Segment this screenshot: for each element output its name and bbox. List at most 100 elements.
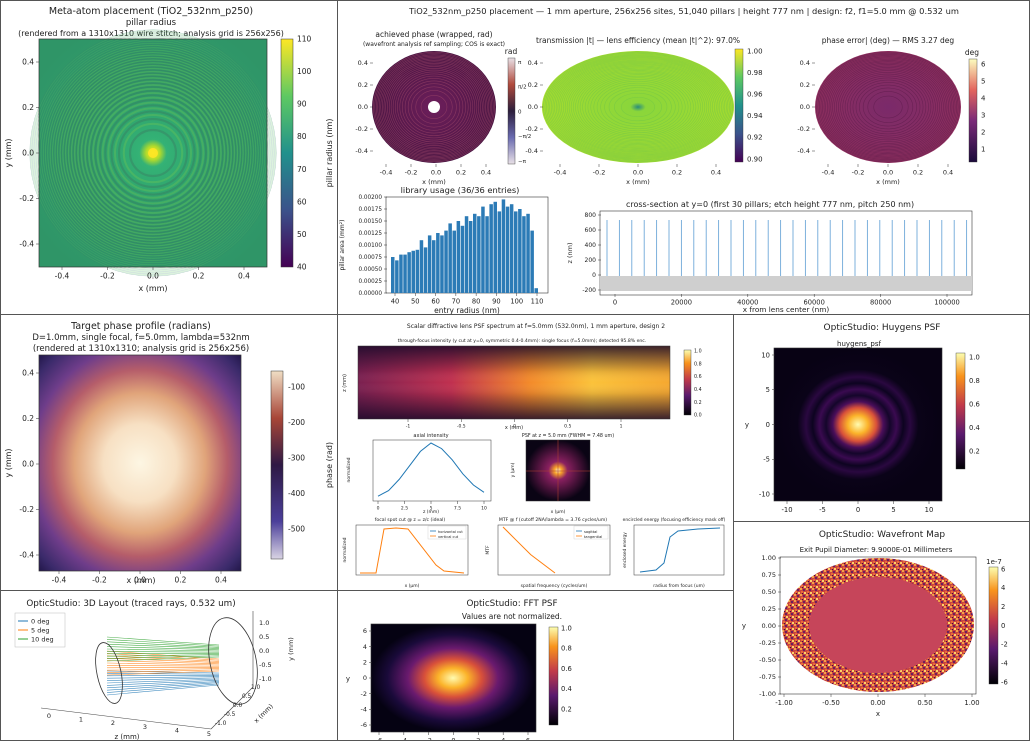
x-tick: 0.5 — [242, 694, 252, 700]
x-tick: 1 — [620, 424, 623, 430]
y-tick: 0.00000 — [358, 291, 382, 297]
hist-bar — [526, 213, 530, 293]
z-tick: 4 — [175, 726, 179, 734]
p4-spot-title: focal spot cut @ z = z/c (ideal) — [375, 517, 446, 523]
hist-bar — [522, 216, 526, 293]
hist-bar — [415, 249, 420, 293]
p3-cblabel: phase (rad) — [325, 442, 334, 488]
p1-xticks: -0.4 -0.2 0.0 0.2 0.4 — [55, 267, 250, 281]
y-tick: 0.4 — [528, 59, 538, 67]
y-tick: -0.50 — [759, 656, 776, 664]
y-tick: 0.2 — [528, 81, 538, 89]
p2-c-cblabel: deg — [965, 48, 979, 57]
y-tick: -0.5 — [259, 661, 272, 669]
y-tick: -0.2 — [355, 125, 368, 133]
hist-bar — [399, 254, 403, 293]
colorbar-tick: 0.0 — [694, 413, 702, 419]
y-tick: 0 — [766, 421, 770, 429]
hist-bar — [448, 223, 452, 293]
y-tick: 0.4 — [800, 59, 810, 67]
hist-bar — [530, 230, 534, 293]
p2-cs-xlabel: x from lens center (nm) — [743, 305, 830, 314]
tick-label: x (mm) — [626, 178, 650, 186]
colorbar-tick: 0.4 — [694, 387, 702, 393]
y-tick: -0.4 — [797, 147, 810, 155]
p4-ee-xlabel: radius from focus (um) — [653, 583, 705, 589]
x-tick: 110 — [531, 298, 544, 306]
p8-title: Exit Pupil Diameter: 9.9000E-01 Millimet… — [800, 546, 953, 554]
y-tick: -6 — [361, 721, 367, 729]
p8-ylabel: y — [742, 622, 746, 630]
z-tick: 3 — [143, 723, 147, 731]
hist-bar — [477, 216, 481, 293]
legend-text: vertical cut — [438, 535, 459, 539]
hist-bar — [456, 221, 461, 293]
y-tick: 2 — [363, 659, 367, 667]
x-tick: -0.5 — [224, 712, 236, 718]
p4-axial-plot — [372, 439, 492, 502]
y-tick: -1.0 — [259, 675, 272, 683]
y-tick: 0.00025 — [358, 279, 382, 285]
panel-wavefront-map: OpticStudio: Wavefront Map Exit Pupil Di… — [733, 521, 1030, 741]
hist-bar — [534, 288, 538, 293]
p4-title: Scalar diffractive lens PSF spectrum at … — [407, 323, 665, 330]
x-tick: 0.0 — [431, 169, 441, 177]
target-phase-chart: Target phase profile (radians) D=1.0mm, … — [4, 321, 334, 585]
x-tick: 0.0 — [883, 169, 893, 177]
p6-header: OpticStudio: 3D Layout (traced rays, 0.5… — [26, 599, 235, 609]
colorbar-tick: -100 — [288, 383, 305, 392]
hist-bar — [436, 233, 440, 293]
y-tick: -0.2 — [797, 125, 810, 133]
x-tick: 40000 — [737, 299, 758, 307]
x-tick: 0.2 — [913, 169, 923, 177]
colorbar-tick: -400 — [288, 489, 305, 498]
colorbar-tick: 70 — [297, 165, 307, 174]
x-tick: 0.4 — [481, 169, 491, 177]
y-tick: -200 — [582, 287, 596, 294]
x-tick: -10 — [781, 506, 792, 514]
p2-c-map — [815, 51, 961, 163]
colorbar-tick: 0.98 — [747, 69, 763, 77]
hist-bar — [497, 211, 502, 293]
y-tick: -0.4 — [19, 240, 34, 249]
colorbar-tick: 40 — [297, 263, 307, 272]
p5-colorbar — [955, 352, 966, 470]
y-tick: 4 — [363, 643, 367, 651]
colorbar-tick: 50 — [297, 230, 307, 239]
x-tick: 60 — [431, 298, 440, 306]
p2-a-cblabel: rad — [505, 47, 518, 56]
y-tick: 0.50 — [762, 588, 776, 596]
p5-ylabel: y — [745, 421, 749, 429]
p2-cs-title: cross-section at y=0 (first 30 pillars; … — [626, 200, 914, 209]
p4-spot-ylabel: normalized — [342, 537, 348, 562]
p4-psf-ylabel: y (μm) — [510, 462, 516, 477]
p2-b-colorbar — [734, 48, 744, 163]
x-tick: -1.00 — [775, 699, 793, 707]
y-tick: -0.2 — [19, 505, 34, 514]
x-tick: -0.4 — [822, 169, 835, 177]
colorbar-tick: -500 — [288, 525, 305, 534]
y-tick: 0.4 — [358, 59, 368, 67]
x-tick: 0.50 — [917, 699, 932, 707]
colorbar-tick: -2 — [1001, 641, 1008, 649]
colorbar-tick: 1 — [981, 145, 985, 153]
p2-hist-bars — [391, 199, 538, 293]
y-tick: 0.0 — [259, 647, 269, 655]
legend-text: 5 deg — [31, 627, 49, 635]
fft-psf-chart: OpticStudio: FFT PSF Values are not norm… — [346, 599, 572, 741]
hist-bar — [489, 204, 493, 293]
p7-note: Values are not normalized. — [462, 612, 562, 621]
y-tick: -0.4 — [19, 551, 34, 560]
p2-a-title: achieved phase (wrapped, rad) — [375, 30, 492, 39]
y-tick: 0.4 — [22, 369, 34, 378]
x-tick: -0.2 — [593, 169, 606, 177]
p4-psf-title: PSF at z = 5.0 mm (FWHM = 7.48 um) — [522, 433, 614, 439]
x-tick: 0 — [451, 737, 455, 741]
p5-header: OpticStudio: Huygens PSF — [824, 323, 941, 333]
y-tick: -0.4 — [525, 147, 538, 155]
y-tick: 1.0 — [259, 619, 269, 627]
y-tick: 0 — [363, 674, 367, 682]
y-tick: -10 — [759, 490, 770, 498]
colorbar-tick: π/2 — [518, 85, 527, 91]
huygens-psf-chart: OpticStudio: Huygens PSF huygens_psf -10… — [745, 323, 980, 514]
